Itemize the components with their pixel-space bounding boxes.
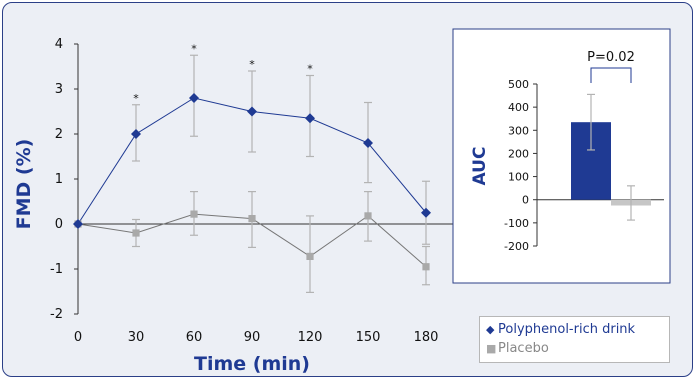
inset-panel [452, 28, 671, 284]
significance-bracket [590, 67, 632, 83]
x-tick-label: 150 [356, 330, 381, 345]
diamond-marker-icon: ◆ [486, 323, 495, 336]
inset-y-tick-label: -200 [504, 240, 529, 253]
x-tick-label: 0 [74, 330, 82, 345]
placebo-data-point [364, 212, 372, 220]
y-tick-label: 3 [55, 82, 63, 97]
inset-y-tick-label: 200 [508, 147, 529, 160]
significance-star: * [133, 92, 139, 105]
polyphenol-data-point [421, 207, 431, 218]
legend-label: Placebo [498, 341, 549, 356]
polyphenol-data-point [305, 113, 315, 124]
inset-y-axis-title: AUC [470, 147, 490, 186]
p-value-annotation: P=0.02 [587, 50, 635, 65]
x-tick-label: 90 [244, 330, 261, 345]
legend-label: Polyphenol-rich drink [498, 322, 636, 337]
significance-star: * [307, 63, 313, 76]
placebo-data-point [190, 210, 198, 218]
inset-y-tick-label: 0 [522, 194, 529, 207]
y-axis-title: FMD (%) [13, 139, 35, 230]
x-axis-title: Time (min) [194, 353, 310, 375]
square-marker-icon: ■ [486, 342, 497, 355]
polyphenol-data-point [189, 93, 199, 103]
placebo-data-point [132, 229, 140, 237]
legend: ◆ Polyphenol-rich drink ■ Placebo [479, 316, 670, 363]
legend-item-placebo: ■ Placebo [486, 341, 549, 356]
inset-y-tick-label: 100 [508, 171, 529, 184]
x-tick-label: 120 [298, 330, 323, 345]
x-tick-label: 60 [186, 330, 203, 345]
significance-star: * [249, 58, 255, 71]
inset-y-tick-label: 400 [508, 101, 529, 114]
inset-y-tick-label: 500 [508, 78, 529, 91]
polyphenol-data-point [247, 106, 257, 117]
placebo-data-point [248, 215, 256, 223]
y-tick-label: 0 [55, 217, 63, 232]
x-tick-label: 30 [128, 330, 145, 345]
polyphenol-data-point [131, 129, 141, 139]
y-tick-label: 1 [55, 172, 63, 187]
placebo-data-point [422, 263, 430, 271]
polyphenol-data-point [73, 219, 83, 229]
significance-star: * [191, 42, 197, 55]
auc-bar-chart: -200 -100 0 100 200 300 400 500 P=0.02 AUC [470, 50, 664, 253]
y-tick-label: -1 [50, 262, 63, 277]
y-tick-label: 2 [55, 127, 63, 142]
polyphenol-data-point [363, 138, 373, 148]
x-tick-label: 180 [414, 330, 439, 345]
legend-item-polyphenol: ◆ Polyphenol-rich drink [486, 322, 635, 337]
y-tick-label: 4 [55, 37, 63, 52]
y-tick-label: -2 [50, 307, 63, 322]
inset-y-tick-label: 300 [508, 124, 529, 137]
inset-y-tick-label: -100 [504, 217, 529, 230]
placebo-data-point [306, 252, 314, 260]
